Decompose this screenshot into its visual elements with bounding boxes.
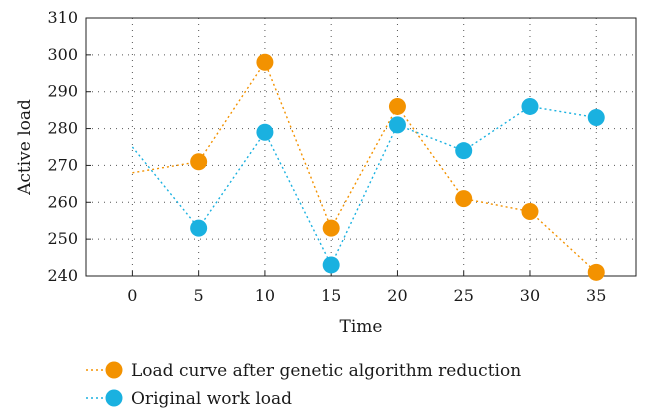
x-axis-ticks: 0 5 10 15 20 25 30 35 — [127, 271, 606, 305]
data-point — [322, 219, 340, 237]
y-tick-label: 240 — [47, 266, 78, 285]
y-tick-label: 310 — [47, 8, 78, 27]
data-point — [322, 256, 340, 274]
x-tick-label: 0 — [127, 286, 137, 305]
y-tick-label: 280 — [47, 119, 78, 138]
legend-label: Load curve after genetic algorithm reduc… — [131, 361, 521, 381]
plot-area-frame — [85, 17, 637, 277]
data-point — [256, 123, 274, 141]
data-point — [521, 203, 539, 220]
y-tick-label: 300 — [47, 45, 78, 64]
legend-item-1: Load curve after genetic algorithm reduc… — [86, 361, 521, 381]
x-tick-label: 35 — [586, 286, 606, 305]
x-tick-label: 20 — [387, 286, 407, 305]
legend-item-2: Original work load — [86, 389, 292, 409]
x-tick-label: 30 — [520, 286, 540, 305]
y-tick-label: 270 — [47, 155, 78, 174]
legend-label: Original work load — [131, 389, 292, 409]
data-point — [455, 190, 473, 208]
series-group — [131, 53, 605, 281]
y-axis-ticks: 240 250 260 270 280 290 300 310 — [47, 8, 91, 285]
y-tick-label: 250 — [47, 229, 78, 248]
y-tick-label: 260 — [47, 192, 78, 211]
x-tick-label: 15 — [321, 286, 341, 305]
x-tick-label: 25 — [454, 286, 474, 305]
data-point — [455, 142, 473, 160]
series-2 — [131, 97, 605, 274]
x-tick-label: 10 — [255, 286, 275, 305]
data-point — [388, 97, 406, 115]
x-axis-title: Time — [340, 317, 383, 337]
data-point — [190, 153, 208, 171]
legend: Load curve after genetic algorithm reduc… — [86, 361, 521, 409]
data-point — [388, 116, 406, 134]
y-axis-title: Active load — [15, 99, 35, 196]
data-point — [587, 263, 605, 281]
data-point — [256, 53, 274, 71]
data-point — [521, 97, 539, 115]
series-line — [131, 105, 597, 267]
legend-marker — [105, 389, 123, 407]
data-point — [587, 109, 605, 127]
grid — [86, 17, 636, 277]
data-point — [190, 219, 208, 237]
legend-marker — [105, 361, 123, 379]
x-tick-label: 5 — [194, 286, 204, 305]
series-1 — [132, 53, 605, 281]
y-tick-label: 290 — [47, 82, 78, 101]
